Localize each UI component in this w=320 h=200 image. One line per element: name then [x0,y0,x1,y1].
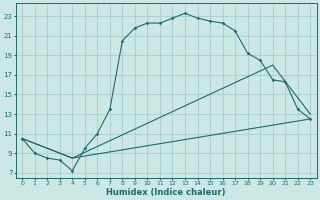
X-axis label: Humidex (Indice chaleur): Humidex (Indice chaleur) [107,188,226,197]
